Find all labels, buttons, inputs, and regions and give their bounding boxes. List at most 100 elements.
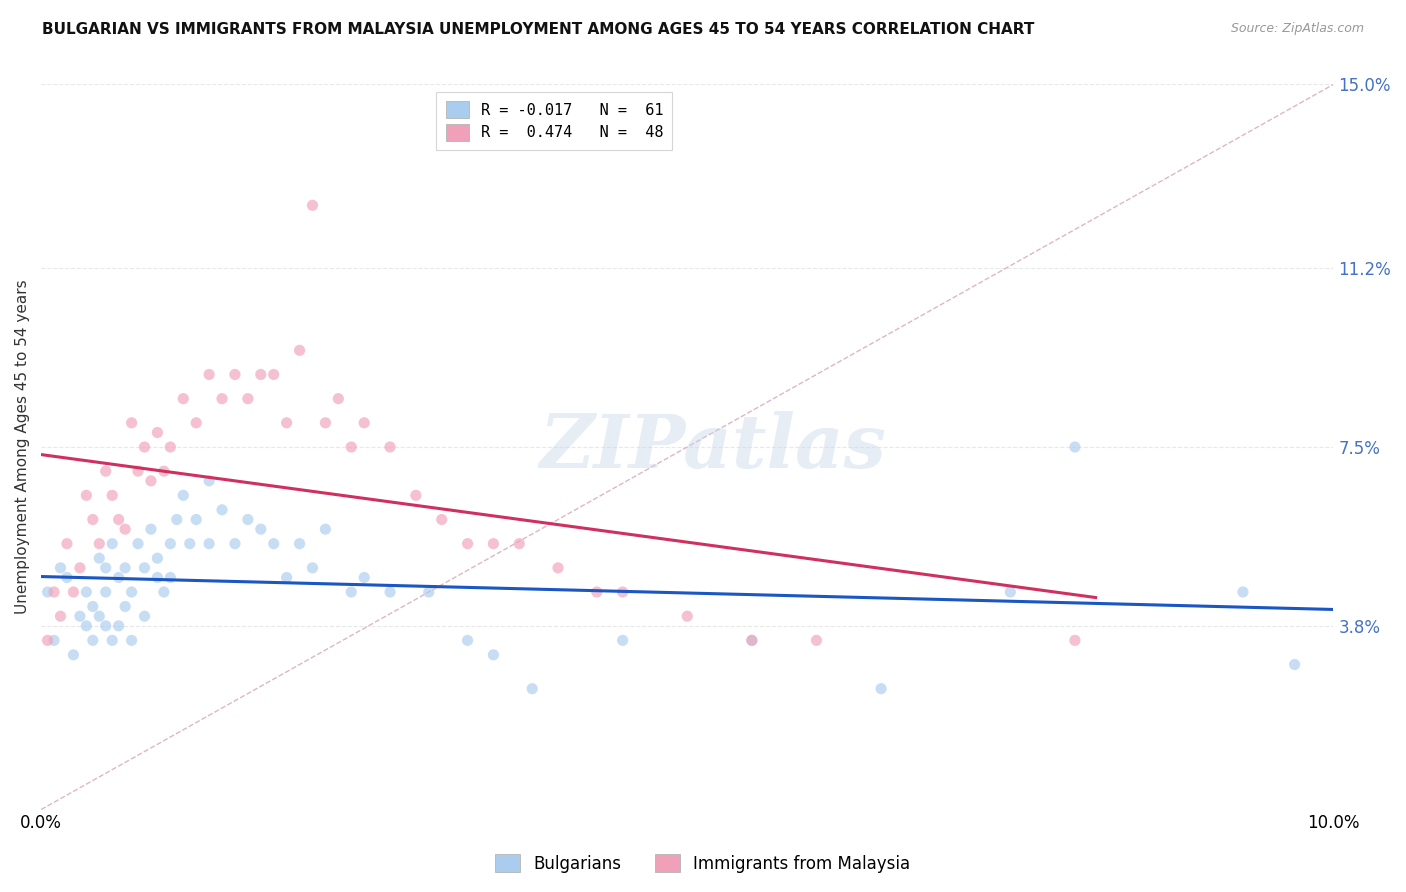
Point [186,512,208,526]
Point [870,681,893,696]
Point [1284,657,1306,672]
Point [37,585,59,599]
Point [94,464,117,478]
Point [69,561,91,575]
Point [1232,585,1254,599]
Point [457,536,479,550]
Point [186,416,208,430]
Point [114,561,136,575]
Point [153,464,176,478]
Point [1064,633,1087,648]
Text: BULGARIAN VS IMMIGRANTS FROM MALAYSIA UNEMPLOYMENT AMONG AGES 45 TO 54 YEARS COR: BULGARIAN VS IMMIGRANTS FROM MALAYSIA UN… [42,22,1035,37]
Point [82,633,104,648]
Point [522,681,544,696]
Point [49,609,72,624]
Point [159,570,181,584]
Point [107,619,129,633]
Point [146,551,169,566]
Text: Source: ZipAtlas.com: Source: ZipAtlas.com [1230,22,1364,36]
Point [276,416,298,430]
Point [236,392,259,406]
Point [612,633,634,648]
Point [482,648,505,662]
Point [56,536,79,550]
Point [37,633,59,648]
Point [146,570,169,584]
Point [101,536,124,550]
Point [585,585,607,599]
Point [378,585,401,599]
Point [211,503,233,517]
Point [153,585,176,599]
Point [134,440,156,454]
Point [101,488,124,502]
Point [82,599,104,614]
Point [94,561,117,575]
Point [378,440,401,454]
Point [405,488,427,502]
Point [62,585,84,599]
Point [198,536,221,550]
Point [224,368,246,382]
Point [134,561,156,575]
Point [288,343,311,358]
Point [249,368,271,382]
Point [353,416,375,430]
Point [134,609,156,624]
Point [172,488,194,502]
Point [263,368,285,382]
Point [198,474,221,488]
Point [328,392,350,406]
Point [159,440,181,454]
Point [101,633,124,648]
Point [75,585,97,599]
Point [107,512,129,526]
Legend: R = -0.017   N =  61, R =  0.474   N =  48: R = -0.017 N = 61, R = 0.474 N = 48 [436,92,672,150]
Point [508,536,530,550]
Point [166,512,188,526]
Point [159,536,181,550]
Point [340,585,363,599]
Point [94,585,117,599]
Point [139,474,162,488]
Point [114,522,136,536]
Point [139,522,162,536]
Point [121,633,143,648]
Point [75,488,97,502]
Point [127,464,149,478]
Point [314,522,336,536]
Point [236,512,259,526]
Point [224,536,246,550]
Point [741,633,763,648]
Point [288,536,311,550]
Point [676,609,699,624]
Point [612,585,634,599]
Point [89,609,111,624]
Point [1000,585,1022,599]
Point [353,570,375,584]
Point [418,585,440,599]
Point [146,425,169,440]
Point [1064,440,1087,454]
Point [69,609,91,624]
Point [107,570,129,584]
Point [301,561,323,575]
Point [172,392,194,406]
Point [89,551,111,566]
Point [62,648,84,662]
Point [82,512,104,526]
Y-axis label: Unemployment Among Ages 45 to 54 years: Unemployment Among Ages 45 to 54 years [15,280,30,615]
Point [198,368,221,382]
Point [482,536,505,550]
Point [314,416,336,430]
Point [42,585,65,599]
Point [114,599,136,614]
Point [547,561,569,575]
Point [806,633,828,648]
Point [301,198,323,212]
Point [276,570,298,584]
Point [263,536,285,550]
Point [94,619,117,633]
Point [179,536,201,550]
Point [249,522,271,536]
